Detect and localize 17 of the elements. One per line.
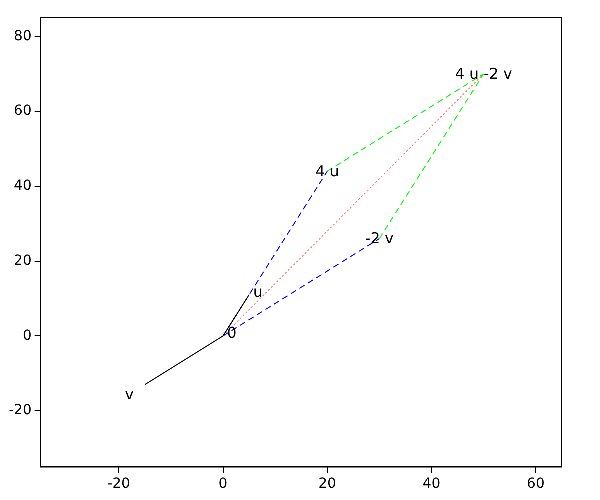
y-tick-label: 80 [14,28,32,44]
y-tick-label: 0 [22,328,32,344]
y-tick-label: 40 [14,178,32,194]
annotation: -2 v [365,230,394,248]
x-tick-label: 60 [527,476,545,492]
x-tick-label: 20 [318,476,336,492]
annotation: 4 u -2 v [455,65,513,84]
x-tick-label: 40 [422,476,441,492]
y-tick-label: 60 [14,103,32,120]
annotation: 0 [227,324,237,342]
y-tick-label: 20 [14,252,32,269]
annotation: u [253,282,263,301]
x-tick-label: -20 [108,476,130,492]
y-tick-label: -20 [8,402,32,419]
annotation: 4 u [316,162,340,180]
x-tick-label: 0 [218,476,228,492]
annotation: v [125,386,134,404]
